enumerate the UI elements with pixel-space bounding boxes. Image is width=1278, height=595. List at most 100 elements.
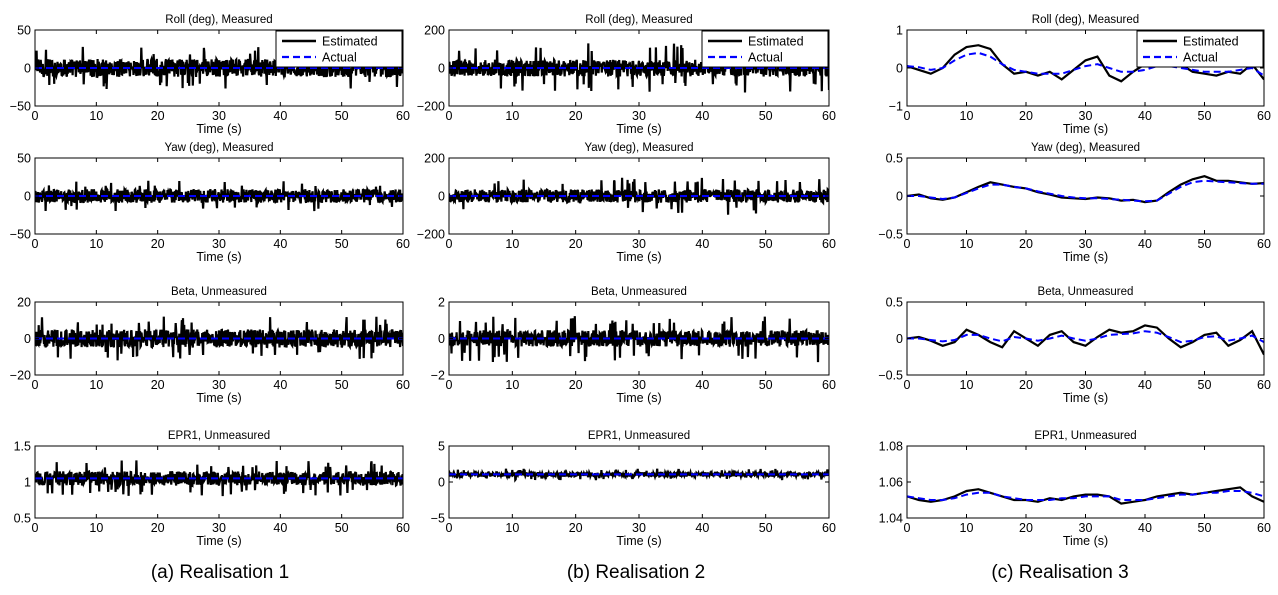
x-tick-label: 40 bbox=[695, 109, 709, 123]
x-tick-label: 0 bbox=[32, 237, 39, 251]
x-tick-label: 20 bbox=[151, 378, 165, 392]
axes-frame bbox=[906, 301, 1265, 376]
x-tick-label: 10 bbox=[89, 378, 103, 392]
x-tick-label: 30 bbox=[212, 521, 226, 535]
subplot-title: Beta, Unmeasured bbox=[591, 286, 687, 298]
y-tick-label: 1.08 bbox=[879, 440, 903, 454]
y-tick-label: 1 bbox=[24, 476, 31, 490]
x-tick-label: 0 bbox=[446, 521, 453, 535]
legend-actual-label: Actual bbox=[1183, 51, 1218, 65]
x-tick-label: 30 bbox=[212, 378, 226, 392]
x-tick-label: 50 bbox=[335, 521, 349, 535]
y-tick-label: 200 bbox=[424, 152, 445, 166]
x-tick-label: 60 bbox=[822, 378, 836, 392]
x-tick-label: 20 bbox=[151, 237, 165, 251]
subplot-title: Beta, Unmeasured bbox=[1038, 286, 1134, 298]
x-tick-label: 60 bbox=[396, 237, 410, 251]
y-tick-label: 0.5 bbox=[886, 296, 903, 310]
subplot-title: EPR1, Unmeasured bbox=[168, 430, 270, 442]
x-tick-label: 50 bbox=[335, 378, 349, 392]
y-tick-label: −0.5 bbox=[878, 369, 903, 383]
x-tick-label: 50 bbox=[335, 237, 349, 251]
y-tick-label: −200 bbox=[417, 100, 445, 114]
subplot-title: Roll (deg), Measured bbox=[1032, 14, 1139, 26]
estimated-series-line bbox=[35, 46, 403, 90]
subplot-title: Yaw (deg), Measured bbox=[164, 142, 273, 154]
x-tick-label: 50 bbox=[1198, 378, 1212, 392]
x-tick-label: 40 bbox=[1138, 378, 1152, 392]
x-tick-label: 30 bbox=[1079, 237, 1093, 251]
y-tick-label: 1 bbox=[896, 24, 903, 38]
x-tick-label: 50 bbox=[759, 521, 773, 535]
y-tick-label: −50 bbox=[10, 100, 31, 114]
x-tick-label: 50 bbox=[1198, 109, 1212, 123]
legend: Estimated Actual bbox=[1136, 30, 1264, 68]
x-tick-label: 40 bbox=[1138, 521, 1152, 535]
x-tick-label: 0 bbox=[904, 237, 911, 251]
x-tick-label: 60 bbox=[396, 109, 410, 123]
x-tick-label: 60 bbox=[822, 521, 836, 535]
y-tick-label: −200 bbox=[417, 228, 445, 242]
y-tick-label: −5 bbox=[431, 512, 445, 526]
x-tick-label: 40 bbox=[273, 109, 287, 123]
x-tick-label: 40 bbox=[695, 521, 709, 535]
estimated-series-line bbox=[449, 468, 829, 483]
x-axis-label: Time (s) bbox=[1063, 534, 1108, 548]
y-tick-label: 0 bbox=[438, 190, 445, 204]
x-tick-label: 20 bbox=[151, 521, 165, 535]
actual-series-line bbox=[907, 330, 1264, 344]
x-tick-label: 0 bbox=[904, 109, 911, 123]
estimated-series-line bbox=[35, 460, 403, 497]
x-tick-label: 60 bbox=[1257, 521, 1271, 535]
x-tick-label: 60 bbox=[1257, 237, 1271, 251]
caption-realisation-3: (c) Realisation 3 bbox=[991, 562, 1129, 583]
x-tick-label: 10 bbox=[89, 521, 103, 535]
x-tick-label: 40 bbox=[695, 378, 709, 392]
legend-actual-label: Actual bbox=[748, 51, 783, 65]
subplot-title: Yaw (deg), Measured bbox=[584, 142, 693, 154]
x-tick-label: 20 bbox=[569, 237, 583, 251]
x-tick-label: 60 bbox=[1257, 378, 1271, 392]
x-tick-label: 50 bbox=[759, 378, 773, 392]
x-tick-label: 10 bbox=[960, 237, 974, 251]
x-axis-label: Time (s) bbox=[616, 122, 661, 136]
subplot-title: Roll (deg), Measured bbox=[165, 14, 272, 26]
x-tick-label: 0 bbox=[32, 521, 39, 535]
x-axis-label: Time (s) bbox=[196, 250, 241, 264]
x-tick-label: 30 bbox=[212, 237, 226, 251]
y-tick-label: 0 bbox=[896, 190, 903, 204]
y-tick-label: −20 bbox=[10, 369, 31, 383]
x-tick-label: 20 bbox=[1019, 109, 1033, 123]
estimated-series-line bbox=[907, 44, 1264, 83]
y-tick-label: 50 bbox=[17, 152, 31, 166]
x-tick-label: 0 bbox=[904, 378, 911, 392]
x-axis-label: Time (s) bbox=[616, 534, 661, 548]
y-tick-label: 0 bbox=[438, 332, 445, 346]
y-tick-label: 0.5 bbox=[14, 512, 31, 526]
x-tick-label: 20 bbox=[569, 109, 583, 123]
axes-frame bbox=[448, 445, 830, 519]
estimated-series-line bbox=[35, 180, 403, 212]
y-tick-label: −2 bbox=[431, 369, 445, 383]
x-tick-label: 10 bbox=[505, 378, 519, 392]
y-tick-label: 200 bbox=[424, 24, 445, 38]
y-tick-label: 0 bbox=[24, 62, 31, 76]
x-axis-label: Time (s) bbox=[196, 391, 241, 405]
caption-realisation-2: (b) Realisation 2 bbox=[566, 562, 706, 583]
axes-frame bbox=[906, 445, 1265, 519]
y-tick-label: 50 bbox=[17, 24, 31, 38]
y-tick-label: 0 bbox=[896, 332, 903, 346]
x-tick-label: 10 bbox=[960, 378, 974, 392]
x-tick-label: 20 bbox=[569, 378, 583, 392]
x-tick-label: 40 bbox=[1138, 237, 1152, 251]
subplot-title: EPR1, Unmeasured bbox=[588, 430, 690, 442]
legend-estimated-label: Estimated bbox=[322, 35, 378, 49]
x-tick-label: 50 bbox=[1198, 237, 1212, 251]
subplot-r1-4: EPR1, Unmeasured 0 10 20 30 40 50 60 0.5 1 1.5 Time… bbox=[14, 430, 410, 548]
